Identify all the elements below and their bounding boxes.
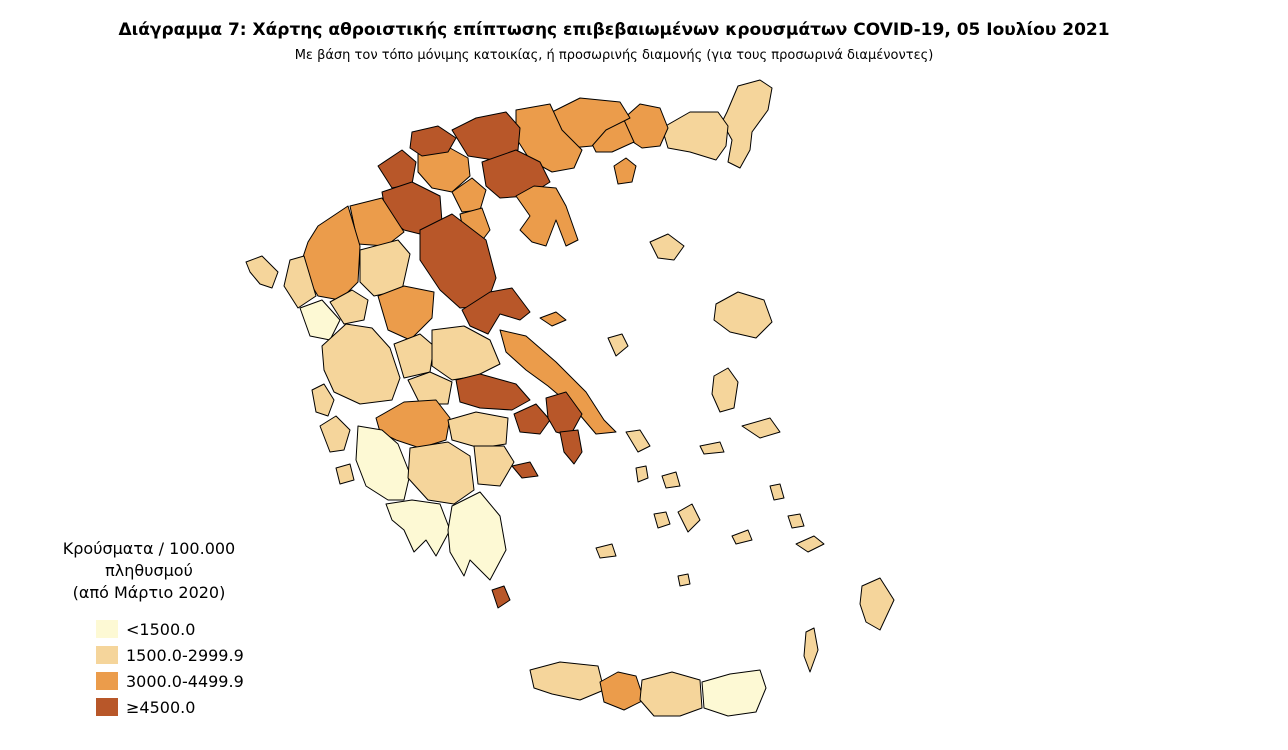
region-heraklion bbox=[639, 671, 703, 717]
legend-label: ≥4500.0 bbox=[126, 697, 196, 717]
region-korinthia bbox=[447, 411, 509, 449]
region-kilkis bbox=[451, 111, 521, 161]
region-rhodes bbox=[859, 577, 895, 631]
region-preveza bbox=[299, 299, 341, 341]
legend-swatch bbox=[96, 698, 118, 716]
region-evia bbox=[499, 329, 617, 435]
region-florina bbox=[409, 125, 457, 157]
region-cyclades-syros bbox=[635, 465, 649, 483]
region-tinos bbox=[661, 471, 681, 489]
region-cyclades-paros bbox=[653, 511, 671, 529]
legend-item: ≥4500.0 bbox=[96, 694, 280, 720]
region-thasos bbox=[613, 157, 637, 185]
region-karpathos bbox=[803, 627, 819, 673]
region-chios bbox=[711, 367, 739, 413]
legend-item: 1500.0-2999.9 bbox=[96, 642, 280, 668]
region-ilia bbox=[355, 425, 411, 501]
region-kalymnos bbox=[787, 513, 805, 529]
region-lasithi bbox=[701, 669, 767, 717]
region-kythira bbox=[491, 585, 511, 609]
legend-title: Κρούσματα / 100.000 πληθυσμού bbox=[62, 539, 236, 580]
region-pella bbox=[417, 147, 471, 193]
legend-swatch bbox=[96, 620, 118, 638]
region-kefalonia bbox=[319, 415, 351, 453]
region-evrytania bbox=[393, 333, 435, 379]
region-arta bbox=[329, 289, 369, 325]
region-zakynthos bbox=[335, 463, 355, 485]
region-thesprotia bbox=[283, 255, 317, 309]
legend-label: 3000.0-4499.9 bbox=[126, 671, 244, 691]
region-rodopi bbox=[661, 111, 729, 161]
region-ikaria bbox=[699, 441, 725, 455]
region-lakonia bbox=[447, 491, 507, 581]
region-evros bbox=[721, 79, 773, 169]
region-arkadia bbox=[407, 441, 475, 505]
region-limnos bbox=[649, 233, 685, 261]
region-magnesia bbox=[461, 287, 531, 335]
region-attica-west bbox=[513, 403, 551, 435]
region-lefkada bbox=[311, 383, 335, 417]
region-samos bbox=[741, 417, 781, 439]
legend-subtitle: (από Μάρτιο 2020) bbox=[72, 583, 226, 602]
legend-items: <1500.0 1500.0-2999.9 3000.0-4499.9 ≥450… bbox=[96, 616, 280, 720]
region-viotia bbox=[455, 373, 531, 411]
legend-item: <1500.0 bbox=[96, 616, 280, 642]
legend-swatch bbox=[96, 672, 118, 690]
region-karditsa bbox=[377, 285, 435, 341]
region-chalkidiki bbox=[515, 185, 579, 247]
region-leros bbox=[769, 483, 785, 501]
region-santorini bbox=[677, 573, 691, 587]
region-kos bbox=[795, 535, 825, 553]
legend-label: <1500.0 bbox=[126, 619, 196, 639]
region-serres bbox=[515, 103, 583, 173]
map-subtitle: Με βάση τον τόπο μόνιμης κατοικίας, ή πρ… bbox=[294, 48, 934, 63]
legend-swatch bbox=[96, 646, 118, 664]
region-rethymno bbox=[599, 671, 645, 711]
region-aitoloakarnania bbox=[321, 323, 401, 405]
region-cyclades-naxos bbox=[677, 503, 701, 533]
region-fthiotida bbox=[431, 325, 501, 381]
region-messinia bbox=[385, 499, 451, 557]
legend-label: 1500.0-2999.9 bbox=[126, 645, 244, 665]
region-lesvos bbox=[713, 291, 773, 339]
region-sporades bbox=[539, 311, 567, 327]
region-cyclades-milos bbox=[595, 543, 617, 559]
region-saronic bbox=[511, 461, 539, 479]
legend-item: 3000.0-4499.9 bbox=[96, 668, 280, 694]
region-andros bbox=[625, 429, 651, 453]
map-legend: Κρούσματα / 100.000 πληθυσμού (από Μάρτι… bbox=[18, 538, 280, 720]
region-kastoria bbox=[377, 149, 417, 189]
region-amorgos bbox=[731, 529, 753, 545]
region-imathia bbox=[451, 177, 487, 213]
region-skyros bbox=[607, 333, 629, 357]
region-argolida bbox=[473, 445, 515, 487]
region-fokida bbox=[407, 371, 453, 405]
region-chania bbox=[529, 661, 605, 701]
region-attica-east bbox=[559, 429, 583, 465]
region-corfu bbox=[245, 255, 279, 289]
map-title: Διάγραμμα 7: Χάρτης αθροιστικής επίπτωση… bbox=[118, 20, 1110, 40]
